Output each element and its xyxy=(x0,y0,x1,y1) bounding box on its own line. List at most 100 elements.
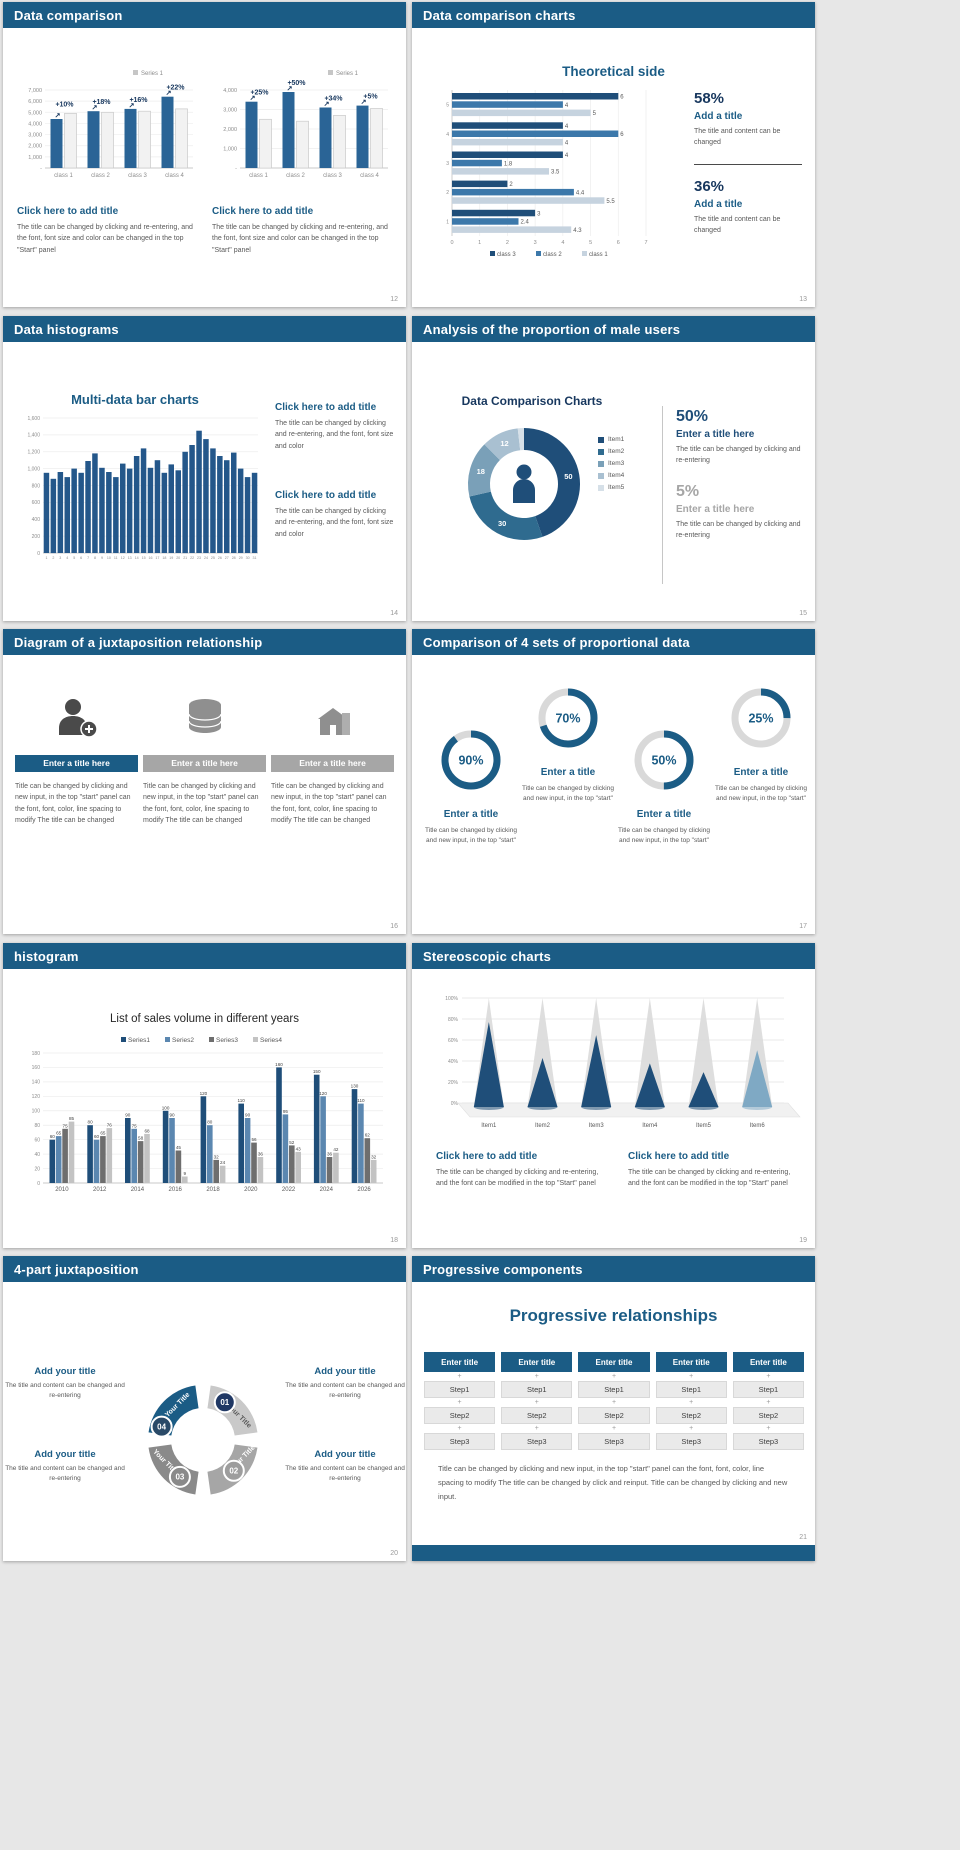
page-number: 20 xyxy=(390,1550,398,1557)
svg-text:6: 6 xyxy=(80,556,82,560)
stat-percentage: 5% xyxy=(676,482,700,500)
plus-separator: + xyxy=(457,1373,462,1380)
svg-text:0%: 0% xyxy=(451,1101,459,1107)
plus-separator: + xyxy=(534,1373,539,1380)
svg-text:2010: 2010 xyxy=(55,1187,69,1193)
slide-content: 90% Enter a title Title can be changed b… xyxy=(412,655,815,934)
svg-text:16: 16 xyxy=(149,556,153,560)
page-number: 12 xyxy=(390,296,398,303)
horizontal-bar-chart: 0 1 2 3 4 5 6 7 5 6 4 5 4 4 6 4 3 4 1.8 3.5 2 2 4.4 5.5 1 3 2.4 4.3… xyxy=(428,86,684,273)
block-heading: Add your title xyxy=(34,1366,96,1377)
ring-title: Enter a title xyxy=(443,809,499,820)
svg-text:75: 75 xyxy=(132,1123,138,1128)
stat-body: The title can be changed by clicking and… xyxy=(676,520,801,539)
vertical-divider xyxy=(662,406,663,584)
item-column: Enter a title here Title can be changed … xyxy=(143,689,266,826)
svg-text:58: 58 xyxy=(138,1136,144,1141)
slide-19-stereoscopic-charts[interactable]: Stereoscopic charts 100% 80% 60% 40% 20% 0% It… xyxy=(412,943,815,1248)
page-number: 15 xyxy=(799,610,807,617)
svg-text:17: 17 xyxy=(155,556,159,560)
svg-text:28: 28 xyxy=(232,556,236,560)
slide-title-bar: Diagram of a juxtaposition relationship xyxy=(3,629,406,655)
svg-text:7: 7 xyxy=(87,556,89,560)
svg-text:36: 36 xyxy=(258,1152,264,1157)
svg-text:80: 80 xyxy=(34,1123,40,1129)
svg-text:03: 03 xyxy=(175,1473,184,1482)
slide-content: 100% 80% 60% 40% 20% 0% Item1 Item2 Item3 Item4 It… xyxy=(412,969,815,1248)
block-heading: Click here to add title xyxy=(17,206,119,217)
stat-title: Enter a title here xyxy=(676,503,755,515)
progress-ring: 70% xyxy=(522,685,614,756)
page-number: 16 xyxy=(390,923,398,930)
svg-text:1: 1 xyxy=(46,556,48,560)
svg-text:2024: 2024 xyxy=(320,1187,334,1193)
slide-18-histogram[interactable]: histogram List of sales volume in differ… xyxy=(3,943,406,1248)
slide-14-data-histograms[interactable]: Data histograms Multi-data bar charts 1,… xyxy=(3,316,406,621)
stat-percentage: 50% xyxy=(676,408,709,425)
slide-17-proportional-data[interactable]: Comparison of 4 sets of proportional dat… xyxy=(412,629,815,934)
svg-text:50%: 50% xyxy=(651,754,676,768)
svg-text:class 1: class 1 xyxy=(249,173,268,179)
svg-text:1,000: 1,000 xyxy=(28,155,42,161)
slide-title: Comparison of 4 sets of proportional dat… xyxy=(423,634,690,650)
svg-text:0: 0 xyxy=(37,551,40,557)
stat-block: 36% Add a title The title and content ca… xyxy=(694,178,802,237)
stats-panel: 50% Enter a title here The title can be … xyxy=(676,408,804,557)
progress-ring: 25% xyxy=(715,685,807,756)
plus-separator: + xyxy=(689,1399,694,1406)
ring-body: Title can be changed by clicking and new… xyxy=(618,827,710,845)
stat-percentage: 36% xyxy=(694,177,725,195)
slide-21-progressive-components[interactable]: Progressive components Progressive relat… xyxy=(412,1256,815,1561)
text-block: Click here to add title The title can be… xyxy=(275,490,397,540)
svg-text:1: 1 xyxy=(478,240,481,246)
step-box: Step2 xyxy=(732,1407,805,1424)
ring-body: Title can be changed by clicking and new… xyxy=(522,785,614,803)
slide-content: List of sales volume in different years … xyxy=(3,969,406,1248)
block-body: The title and content can be changed and… xyxy=(5,1382,125,1399)
svg-text:120: 120 xyxy=(200,1091,208,1096)
svg-text:95: 95 xyxy=(283,1109,289,1114)
svg-text:4: 4 xyxy=(66,556,68,560)
step-box: Step3 xyxy=(424,1433,496,1450)
footer-bar xyxy=(412,1545,815,1561)
stat-block: 5% Enter a title here The title can be c… xyxy=(676,483,804,542)
database-icon xyxy=(143,689,266,747)
svg-text:4,000: 4,000 xyxy=(28,121,42,127)
svg-text:2: 2 xyxy=(446,190,449,196)
svg-text:3: 3 xyxy=(537,211,541,217)
cone-chart: 100% 80% 60% 40% 20% 0% Item1 Item2 Item3 Item4 It… xyxy=(426,985,802,1140)
enter-title-button: Enter title xyxy=(424,1352,496,1372)
slide-20-4-part-juxtaposition[interactable]: 4-part juxtaposition Your Title 01 Your Ti… xyxy=(3,1256,406,1561)
svg-text:24: 24 xyxy=(204,556,208,560)
progress-ring: 50% xyxy=(618,727,710,798)
slide-16-juxtaposition-diagram[interactable]: Diagram of a juxtaposition relationship … xyxy=(3,629,406,934)
text-block: Add your title The title and content can… xyxy=(5,1449,125,1484)
svg-text:0: 0 xyxy=(37,1181,40,1187)
svg-text:class 2: class 2 xyxy=(543,252,562,258)
step-box: Step3 xyxy=(501,1433,573,1450)
slide-15-male-users-proportion[interactable]: Analysis of the proportion of male users… xyxy=(412,316,815,621)
block-heading: Add your title xyxy=(314,1366,376,1377)
svg-text:100: 100 xyxy=(32,1109,41,1115)
svg-text:90: 90 xyxy=(169,1113,175,1118)
progress-column: Enter title + Step1 + Step2 + Step3 xyxy=(501,1352,573,1450)
svg-text:↗: ↗ xyxy=(324,101,330,108)
svg-text:Item5: Item5 xyxy=(696,1123,712,1129)
svg-text:20: 20 xyxy=(34,1166,40,1172)
svg-text:Series4: Series4 xyxy=(260,1037,282,1044)
enter-title-button: Enter title xyxy=(578,1352,650,1372)
growth-bar-chart-right: Series 1 4,000 3,000 2,000 1,000- +25% ↗ class … xyxy=(208,64,394,191)
chart-title: Data Comparison Charts xyxy=(461,394,603,408)
svg-text:43: 43 xyxy=(296,1146,302,1151)
svg-text:120: 120 xyxy=(319,1091,327,1096)
page-number: 19 xyxy=(799,1237,807,1244)
svg-text:↗: ↗ xyxy=(287,86,293,93)
svg-text:↗: ↗ xyxy=(129,102,135,109)
svg-text:65: 65 xyxy=(100,1131,106,1136)
ring-body: Title can be changed by clicking and new… xyxy=(715,785,807,803)
slide-13-data-comparison-charts[interactable]: Data comparison charts Theoretical side … xyxy=(412,2,815,307)
step-box: Step1 xyxy=(578,1381,650,1398)
svg-text:Series 1: Series 1 xyxy=(336,71,359,77)
slide-12-data-comparison[interactable]: Data comparison Series 1 7,000 6,000 5,000 4… xyxy=(3,2,406,307)
block-body: The title can be changed by clicking and… xyxy=(628,1169,791,1188)
